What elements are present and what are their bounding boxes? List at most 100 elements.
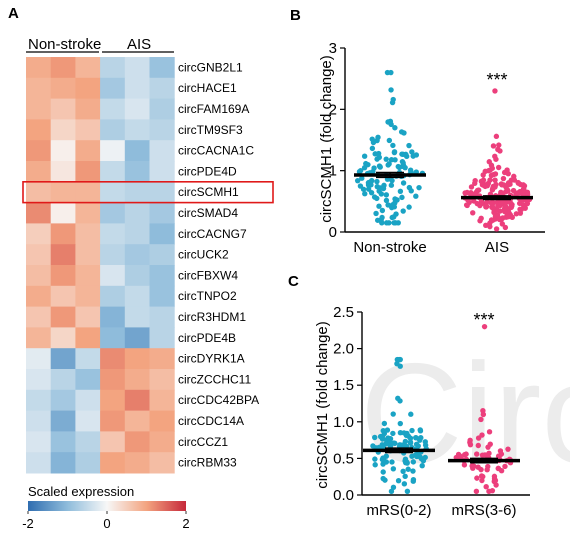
data-point [388, 488, 395, 495]
heatmap-cell [100, 57, 126, 79]
data-point [492, 177, 498, 183]
data-point [377, 164, 383, 170]
data-point [391, 149, 398, 155]
data-point [472, 177, 478, 184]
heatmap-cell [124, 410, 150, 432]
heatmap-row-label: circRBM33 [178, 456, 237, 470]
data-point [383, 220, 390, 226]
data-point [474, 187, 481, 194]
heatmap-cell [26, 369, 52, 391]
data-point [383, 197, 390, 204]
data-point [410, 478, 416, 484]
data-point [524, 200, 531, 207]
heatmap-cell [124, 244, 150, 266]
heatmap-cell [149, 389, 175, 412]
data-point [478, 215, 484, 222]
data-point [395, 477, 402, 484]
heatmap-cell [100, 431, 126, 453]
heatmap-cell [100, 369, 126, 391]
heatmap-cell [26, 306, 52, 328]
heatmap-cell [75, 348, 101, 370]
data-point [381, 420, 388, 427]
heatmap-cell [26, 452, 52, 474]
heatmap-cell [124, 202, 150, 224]
data-point [455, 451, 462, 458]
data-point [467, 441, 474, 448]
heatmap-cell [149, 265, 175, 287]
heatmap-cell [26, 265, 52, 287]
data-point [400, 468, 406, 474]
heatmap-cell [100, 98, 126, 120]
data-point [493, 482, 499, 488]
data-point [522, 204, 528, 211]
heatmap-cell [100, 306, 126, 328]
heatmap-cell [149, 348, 175, 370]
heatmap-row-label: circUCK2 [178, 248, 229, 262]
data-point [407, 440, 414, 446]
y-tick-label: 0.5 [333, 450, 354, 467]
heatmap-cell [100, 389, 126, 412]
data-point [485, 167, 492, 174]
data-point [497, 148, 503, 154]
data-point [389, 214, 395, 221]
heatmap-cell [50, 202, 76, 224]
heatmap-cell [100, 452, 126, 474]
data-point [478, 473, 485, 479]
data-point [493, 133, 500, 140]
data-point [399, 194, 405, 201]
heatmap-cell [75, 140, 101, 162]
data-point [400, 208, 406, 214]
data-point [513, 211, 520, 217]
data-point [391, 440, 397, 446]
data-point [483, 222, 489, 228]
data-point [402, 438, 409, 445]
heatmap-cell [124, 431, 150, 453]
data-point [397, 356, 403, 363]
data-point [409, 427, 415, 434]
data-point [388, 69, 394, 76]
heatmap-cell [149, 119, 175, 141]
data-point [487, 223, 493, 230]
heatmap-cell [124, 181, 150, 204]
data-point [484, 203, 490, 209]
highlight-box [22, 181, 274, 204]
data-point [500, 175, 507, 182]
data-point [406, 142, 412, 149]
heatmap-row-label: circFBXW4 [178, 268, 238, 282]
data-point [474, 200, 480, 207]
heatmap-cell [100, 285, 126, 308]
significance-marker: *** [486, 70, 507, 90]
data-point [370, 443, 376, 449]
heatmap-row-label: circFAM169A [178, 102, 249, 116]
data-point [507, 181, 513, 187]
data-point [410, 468, 416, 474]
heatmap-row-label: circTM9SF3 [178, 123, 243, 137]
data-point [492, 88, 498, 94]
data-point [524, 189, 531, 196]
heatmap-cell [100, 348, 126, 370]
heatmap-cell [50, 119, 76, 141]
heatmap-row-label: circCDC42BPA [178, 393, 259, 407]
data-point [482, 183, 488, 190]
data-point [493, 226, 500, 232]
data-point [413, 435, 419, 441]
data-point [371, 194, 378, 200]
plot-area-b: 0 1 2 3 Non-stroke AIS *** [329, 40, 545, 256]
data-point [397, 420, 403, 427]
data-point [375, 150, 382, 157]
heatmap-cell [50, 244, 76, 266]
heatmap-cell [75, 244, 101, 266]
data-point [490, 185, 496, 192]
data-point [490, 143, 497, 149]
data-point [392, 220, 399, 226]
data-point [379, 220, 385, 226]
heatmap-cell [50, 431, 76, 453]
heatmap-cell [75, 161, 101, 183]
data-point [362, 191, 368, 197]
heatmap-cell [50, 57, 76, 79]
heatmap-cell [100, 327, 126, 349]
y-tick-label: 1.0 [333, 414, 354, 431]
y-tick-label: 0 [329, 224, 337, 241]
heatmap-cell [100, 202, 126, 224]
